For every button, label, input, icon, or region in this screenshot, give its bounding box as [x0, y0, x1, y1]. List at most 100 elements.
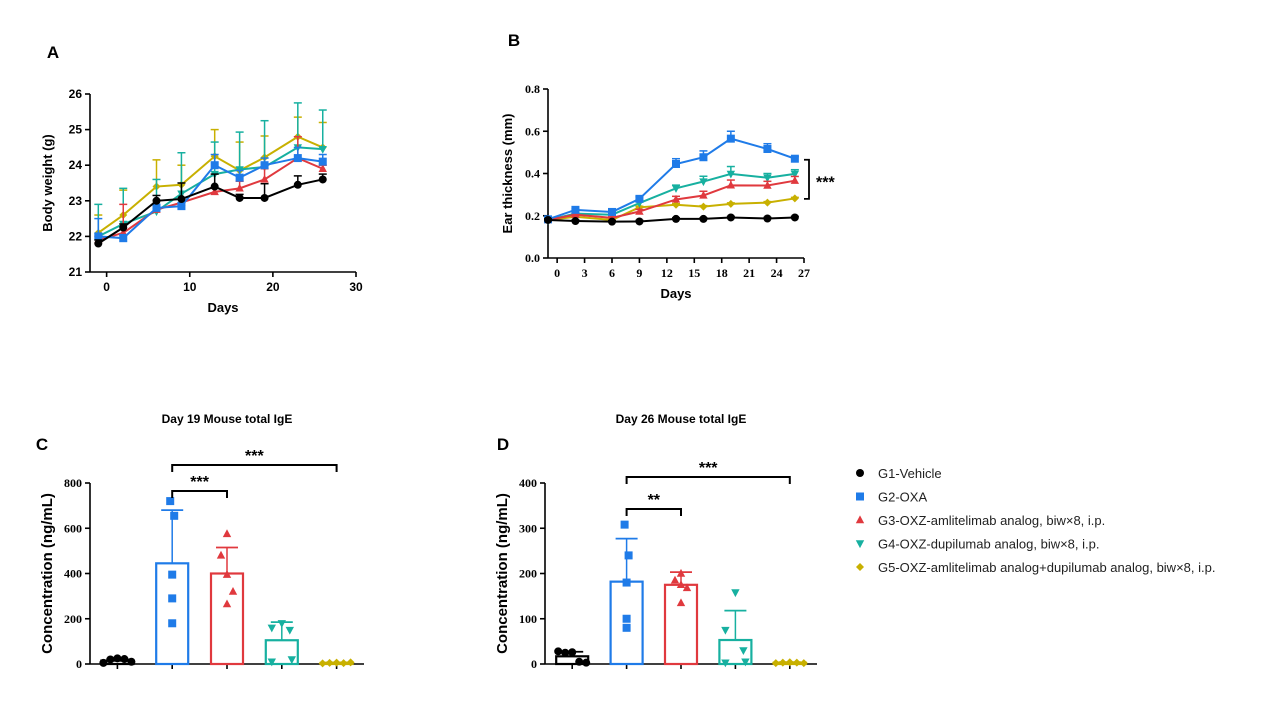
panel-B-x-tick-label: 0 [554, 266, 560, 280]
panel-A-y-tick-label: 23 [69, 194, 83, 208]
panel-C-y-tick-label: 800 [64, 476, 82, 490]
panel-A-G1-point [94, 239, 103, 248]
panel-A-G5-series-line [97, 135, 324, 234]
panel-C-G5-data-point [346, 658, 355, 667]
panel-B-y-axis-label: Ear thickness (mm) [500, 114, 515, 234]
panel-A-G2-point [119, 234, 128, 243]
panel-C-G2-data-point [168, 619, 177, 628]
panel-B-G5-point [763, 198, 772, 207]
panel-A-x-tick-label: 0 [103, 280, 110, 294]
panel-B-G1-point [571, 217, 580, 226]
panel-D-G5-data-point [785, 658, 794, 667]
panel-B-x-tick-label: 21 [743, 266, 755, 280]
panel-B-x-tick-label: 18 [716, 266, 728, 280]
panel-B-x-tick-label: 27 [798, 266, 810, 280]
panel-D-comparison-label: *** [699, 460, 718, 477]
panel-C-G1-data-point [127, 657, 136, 666]
panel-A-G1-point [260, 193, 269, 202]
panel-A-G1-point [318, 175, 327, 184]
panel-B-G2-point [763, 144, 772, 153]
panel-D-G3-data-point [670, 575, 680, 584]
panel-B-G1-point [726, 213, 735, 222]
panel-B-G2-point [571, 205, 580, 214]
panel-B-x-tick-label: 6 [609, 266, 615, 280]
panel-A-y-axis-label: Body weight (g) [40, 134, 55, 232]
panel-A-G4-point [318, 145, 327, 154]
panel-A-x-axis-label: Days [207, 300, 238, 315]
panel-C-G1-data-point [120, 655, 129, 664]
panel-A-G1-series-line [97, 178, 323, 245]
panel-B-G1-point [790, 213, 799, 222]
panel-A-G1-point [152, 196, 161, 205]
panel-C-comparison-bracket [171, 464, 338, 472]
panel-C-y-tick-label: 400 [64, 567, 82, 581]
panel-b-significance-label: *** [816, 174, 835, 191]
panel-B-G1-point [763, 214, 772, 223]
panel-B-G2-point [790, 154, 799, 163]
panel-D-G2-data-point [622, 623, 631, 632]
panel-A-G1-point [235, 193, 244, 202]
panel-D-G3-data-point [676, 568, 686, 577]
panel-B-x-tick-label: 3 [582, 266, 588, 280]
panel-letter-a: A [47, 43, 59, 62]
panel-A-G3-point [260, 174, 269, 183]
panel-A-x-tick-label: 30 [349, 280, 363, 294]
panel-B-G1-point [544, 215, 552, 224]
panel-B-y-tick-label: 0.2 [525, 209, 540, 223]
legend-marker-g2 [856, 492, 864, 501]
panel-D-G1-data-point [561, 648, 570, 657]
panel-B-G1-point [672, 214, 680, 223]
panel-A-y-tick-label: 26 [69, 87, 83, 101]
panel-C-y-tick-label: 600 [64, 521, 82, 535]
panel-B-G4-series-line [547, 172, 795, 221]
panel-B-G3-point [790, 176, 800, 184]
panel-A-G2-point [210, 161, 219, 170]
panel-B-G3-point [726, 180, 736, 189]
panel-C-G4-data-point [267, 624, 276, 633]
panel-C-G4-data-point [287, 656, 296, 665]
panel-D-G1-data-point [554, 647, 563, 656]
panel-C-comparison-label: *** [245, 448, 264, 465]
panel-C-comparison-bracket [171, 490, 228, 498]
panel-B-G3-point [763, 180, 772, 189]
panel-D-G4-data-point [721, 626, 730, 635]
panel-D-G5-data-point [771, 659, 780, 668]
panel-C-G3-data-point [222, 570, 232, 578]
panel-D-G2-bar [609, 580, 644, 666]
panel-b-significance-bracket [804, 158, 810, 200]
panel-A-G2-point [94, 232, 103, 241]
panel-C-G1-data-point [113, 654, 122, 663]
panel-D-G5-data-point [799, 659, 808, 668]
panel-B-G2-point [699, 153, 708, 162]
panel-letter-d: D [497, 435, 509, 454]
panel-C-G5-data-point [339, 659, 348, 668]
panel-A-x-tick-label: 20 [266, 280, 280, 294]
panel-letter-c: C [36, 435, 48, 454]
panel-letter-b: B [508, 31, 520, 50]
panel-A-G1-point [119, 223, 128, 232]
panel-B-G3-point [635, 206, 644, 215]
panel-C-G3-data-point [222, 599, 232, 608]
panel-C-G2-data-point [168, 594, 177, 603]
panel-A-G2-point [177, 202, 186, 211]
panel-B-x-tick-label: 15 [688, 266, 700, 280]
legend-label-g3: G3-OXZ-amlitelimab analog, biw×8, i.p. [878, 513, 1105, 528]
panel-A-y-tick-label: 21 [69, 265, 83, 279]
legend-marker-g4 [855, 540, 865, 549]
panel-D-y-tick-label: 400 [519, 476, 537, 490]
panel-D-G3-data-point [676, 580, 686, 589]
panel-D-G3-data-point [676, 598, 686, 607]
panel-B-G2-point [635, 194, 644, 203]
panel-C-G4-data-point [267, 658, 276, 667]
panel-D-G4-data-point [739, 647, 748, 656]
panel-D-G2-data-point [622, 578, 631, 587]
panel-B-G2-series-line [547, 137, 796, 221]
panel-D-comparison-bracket [625, 508, 682, 516]
panel-A-G3-point [210, 187, 219, 196]
panel-C-comparison-label: *** [190, 474, 209, 491]
legend-label-g1: G1-Vehicle [878, 466, 942, 481]
panel-A-y-tick-label: 25 [69, 123, 83, 137]
panel-D-y-tick-label: 200 [519, 567, 537, 581]
panel-C-G3-data-point [228, 587, 238, 595]
legend-marker-g3 [855, 515, 865, 524]
